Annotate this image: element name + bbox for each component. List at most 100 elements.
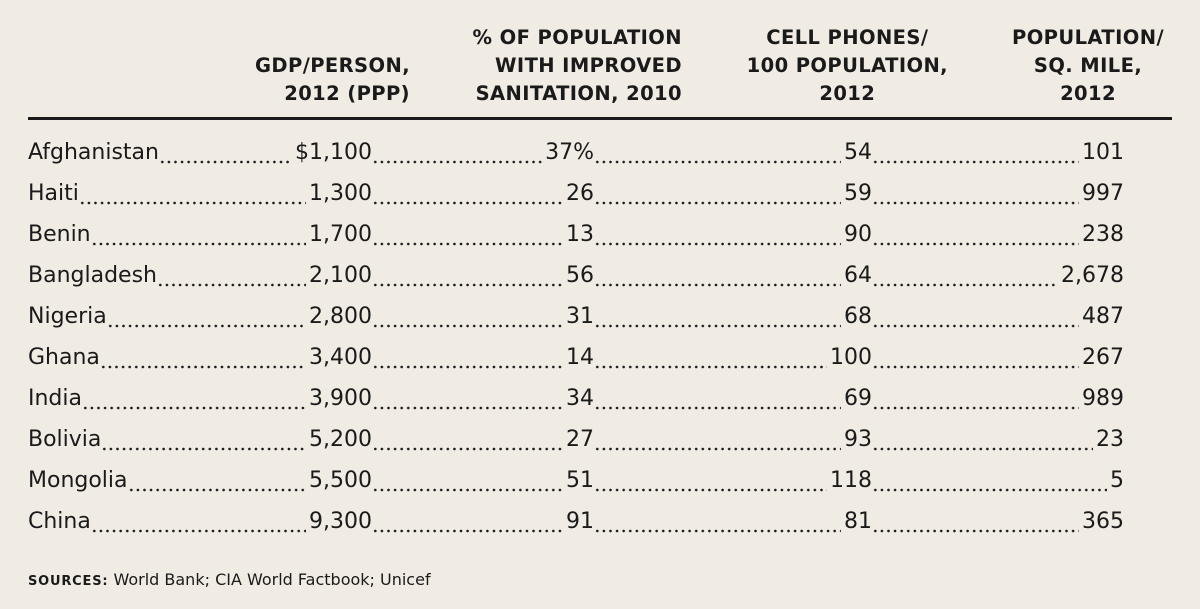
sanitation-value: 37% — [545, 140, 594, 165]
cell-phones-cell: 100 — [594, 337, 872, 378]
sanitation-cell: 51 — [372, 460, 594, 501]
dot-leader — [872, 296, 1079, 337]
gdp-value: 2,800 — [309, 304, 372, 329]
cell-phones-cell: 81 — [594, 501, 872, 542]
gdp-cell: Bolivia 5,200 — [28, 419, 372, 460]
cell-phones-cell: 93 — [594, 419, 872, 460]
country-label: Nigeria — [28, 304, 107, 329]
population-density-value: 997 — [1082, 181, 1124, 206]
table-row: Ghana 3,400 14 100 267 — [0, 337, 1200, 378]
header-sanitation-line-1: % OF POPULATION — [472, 26, 682, 49]
cell-phones-cell: 68 — [594, 296, 872, 337]
dot-leader — [594, 132, 841, 173]
population-density-cell: 997 — [872, 173, 1124, 214]
population-density-value: 989 — [1082, 386, 1124, 411]
sanitation-cell: 34 — [372, 378, 594, 419]
gdp-cell: Nigeria 2,800 — [28, 296, 372, 337]
header-rule — [28, 117, 1172, 120]
dot-leader — [372, 214, 563, 255]
sanitation-cell: 26 — [372, 173, 594, 214]
dot-leader — [372, 337, 563, 378]
gdp-cell: China 9,300 — [28, 501, 372, 542]
cell-phones-cell: 90 — [594, 214, 872, 255]
gdp-value: 2,100 — [309, 263, 372, 288]
cell-phones-value: 90 — [844, 222, 872, 247]
table-row: Afghanistan $1,100 37% 54 101 — [0, 132, 1200, 173]
dot-leader — [594, 255, 841, 296]
dot-leader — [372, 378, 563, 419]
sanitation-cell: 56 — [372, 255, 594, 296]
dot-leader — [872, 419, 1093, 460]
sanitation-cell: 27 — [372, 419, 594, 460]
population-density-value: 238 — [1082, 222, 1124, 247]
dot-leader — [872, 255, 1059, 296]
population-density-cell: 267 — [872, 337, 1124, 378]
dot-leader — [872, 214, 1079, 255]
dot-leader — [872, 337, 1079, 378]
country-label: Mongolia — [28, 468, 128, 493]
sanitation-cell: 91 — [372, 501, 594, 542]
sanitation-value: 13 — [566, 222, 594, 247]
population-density-cell: 989 — [872, 378, 1124, 419]
population-density-cell: 365 — [872, 501, 1124, 542]
header-population-line-2: SQ. MILE, — [1033, 54, 1143, 77]
gdp-cell: Mongolia 5,500 — [28, 460, 372, 501]
gdp-value: 3,400 — [309, 345, 372, 370]
population-density-value: 23 — [1096, 427, 1124, 452]
dot-leader — [594, 214, 841, 255]
cell-phones-cell: 54 — [594, 132, 872, 173]
gdp-cell: Bangladesh 2,100 — [28, 255, 372, 296]
header-population-line-1: POPULATION/ — [1012, 26, 1164, 49]
dot-leader — [872, 378, 1079, 419]
header-sanitation-line-2: WITH IMPROVED — [495, 54, 682, 77]
sanitation-cell: 37% — [372, 132, 594, 173]
dot-leader — [872, 173, 1079, 214]
cell-phones-cell: 64 — [594, 255, 872, 296]
gdp-cell: Haiti 1,300 — [28, 173, 372, 214]
gdp-cell: Benin 1,700 — [28, 214, 372, 255]
sanitation-value: 26 — [566, 181, 594, 206]
population-density-cell: 23 — [872, 419, 1124, 460]
cell-phones-value: 68 — [844, 304, 872, 329]
population-density-value: 101 — [1082, 140, 1124, 165]
country-label: India — [28, 386, 82, 411]
header-gdp-line-2: 2012 (PPP) — [284, 82, 410, 105]
gdp-cell: Ghana 3,400 — [28, 337, 372, 378]
gdp-value: 3,900 — [309, 386, 372, 411]
sanitation-cell: 14 — [372, 337, 594, 378]
sources-label: SOURCES: — [28, 574, 109, 589]
cell-phones-value: 59 — [844, 181, 872, 206]
header-sanitation-line-3: SANITATION, 2010 — [475, 82, 682, 105]
gdp-value: 5,200 — [309, 427, 372, 452]
population-density-value: 365 — [1082, 509, 1124, 534]
country-label: Bangladesh — [28, 263, 157, 288]
gdp-cell: Afghanistan $1,100 — [28, 132, 372, 173]
sanitation-cell: 31 — [372, 296, 594, 337]
dot-leader — [99, 337, 307, 378]
dot-leader — [82, 378, 307, 419]
cell-phones-value: 118 — [830, 468, 872, 493]
dot-leader — [872, 501, 1079, 542]
dot-leader — [872, 460, 1107, 501]
dot-leader — [156, 255, 307, 296]
cell-phones-cell: 69 — [594, 378, 872, 419]
header-cell-phones-line-1: CELL PHONES/ — [766, 26, 929, 49]
sanitation-value: 51 — [566, 468, 594, 493]
gdp-value: 5,500 — [309, 468, 372, 493]
gdp-value: 9,300 — [309, 509, 372, 534]
dot-leader — [101, 419, 307, 460]
table-row: India 3,900 34 69 989 — [0, 378, 1200, 419]
cell-phones-value: 81 — [844, 509, 872, 534]
table-row: Haiti 1,300 26 59 997 — [0, 173, 1200, 214]
country-label: Haiti — [28, 181, 79, 206]
population-density-value: 267 — [1082, 345, 1124, 370]
sanitation-value: 14 — [566, 345, 594, 370]
population-density-cell: 101 — [872, 132, 1124, 173]
dot-leader — [78, 173, 307, 214]
population-density-value: 5 — [1110, 468, 1124, 493]
cell-phones-value: 93 — [844, 427, 872, 452]
dot-leader — [90, 501, 307, 542]
gdp-value: 1,300 — [309, 181, 372, 206]
population-density-value: 2,678 — [1061, 263, 1124, 288]
dot-leader — [158, 132, 293, 173]
